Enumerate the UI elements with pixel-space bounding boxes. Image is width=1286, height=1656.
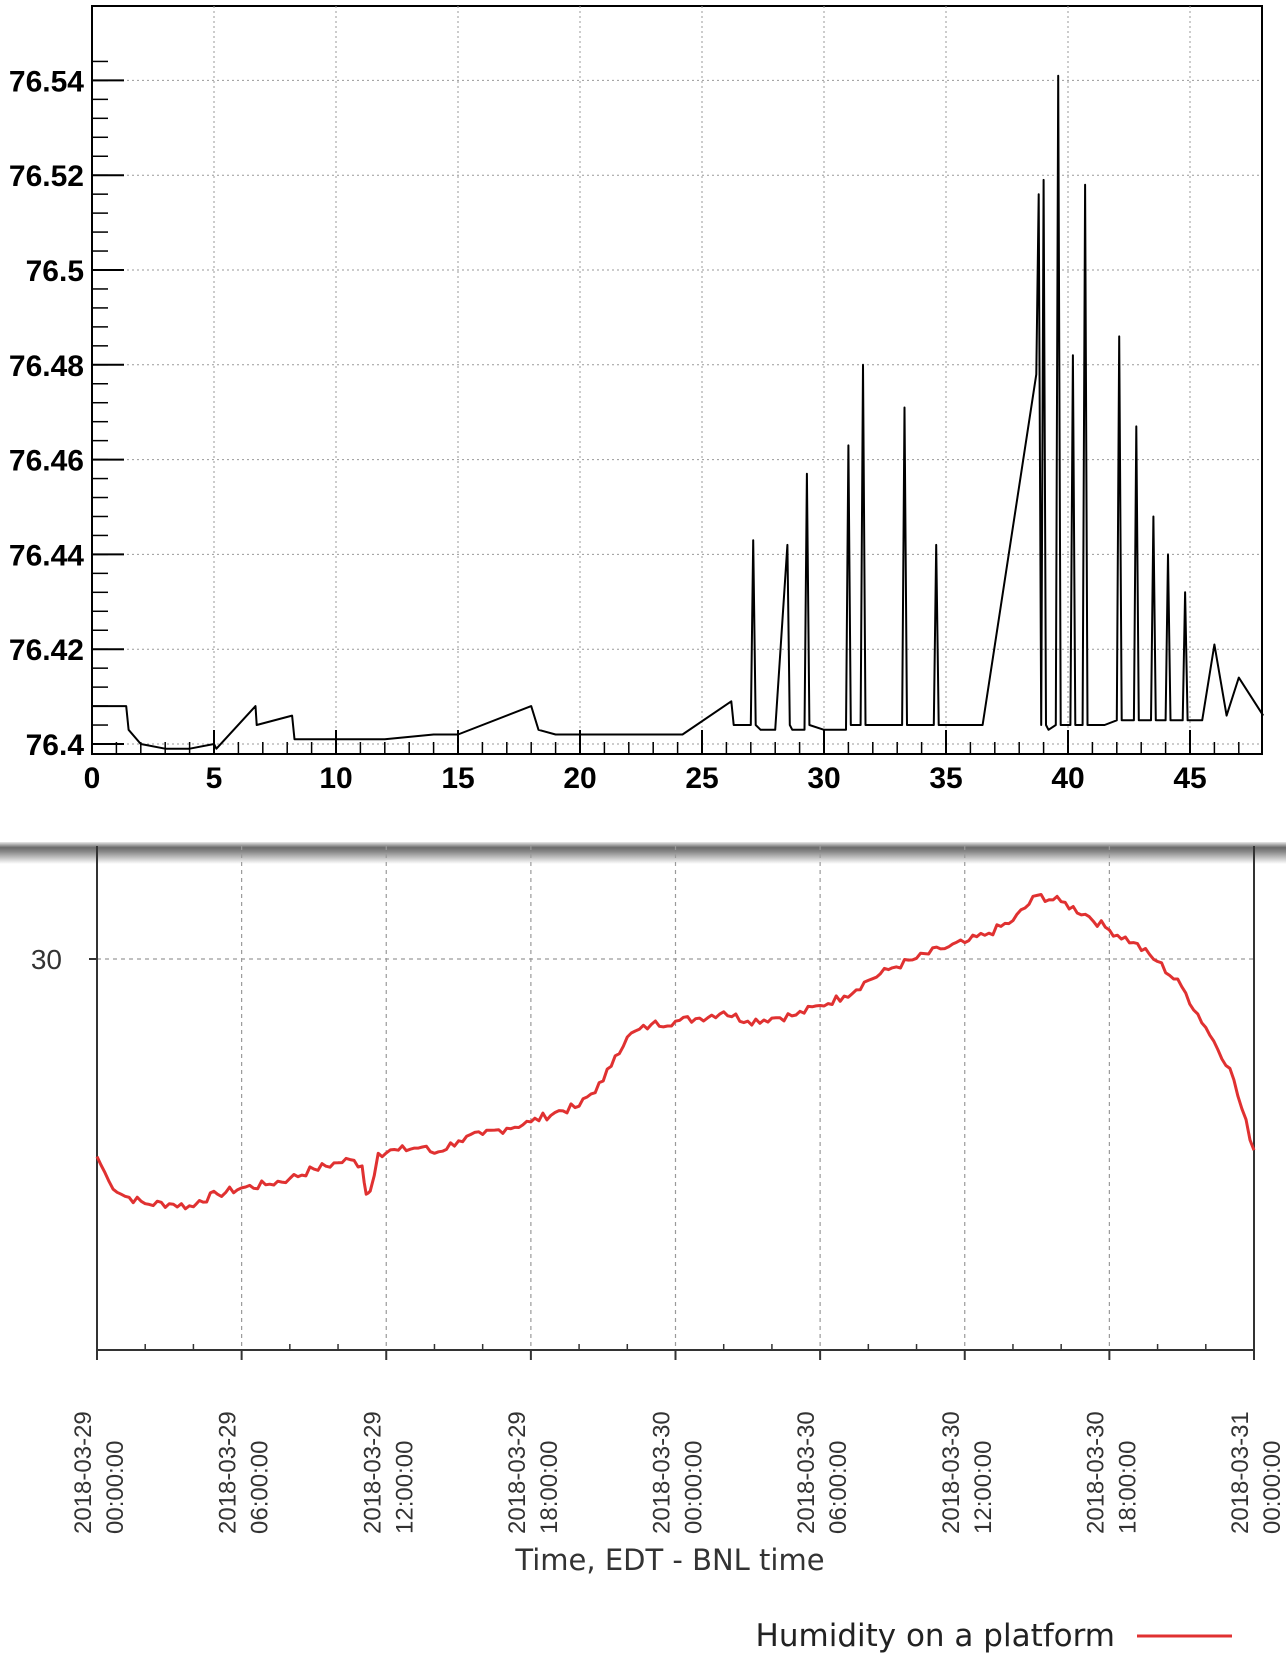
x-tick-time: 18:00:00 xyxy=(536,1441,563,1534)
y-tick-label: 76.48 xyxy=(9,350,84,383)
x-tick-label: 15 xyxy=(441,762,474,795)
x-tick-label: 25 xyxy=(685,762,718,795)
x-tick-label: 20 xyxy=(563,762,596,795)
y-tick-labels: 76.4 76.42 76.44 76.46 76.48 76.5 76.52 76.54 xyxy=(9,65,84,762)
series-line-humidity xyxy=(95,893,1256,1211)
x-tick-label: 5 xyxy=(206,762,223,795)
x-tick-label: 2018-03-29 12:00:00 xyxy=(359,1411,418,1534)
x-tick-label: 2018-03-30 12:00:00 xyxy=(938,1411,997,1534)
x-tick-label: 2018-03-29 06:00:00 xyxy=(215,1411,274,1534)
y-tick-label: 76.5 xyxy=(26,255,84,288)
x-tick-label: 35 xyxy=(929,762,962,795)
x-tick-label: 2018-03-30 00:00:00 xyxy=(649,1411,708,1534)
x-tick-label: 0 xyxy=(84,762,101,795)
x-tick-date: 2018-03-29 xyxy=(504,1411,531,1534)
x-tick-date: 2018-03-29 xyxy=(70,1411,97,1534)
x-tick-time: 00:00:00 xyxy=(102,1441,129,1534)
x-tick-label: 40 xyxy=(1051,762,1084,795)
y-tick-label: 76.44 xyxy=(9,539,84,572)
x-tick-label: 10 xyxy=(319,762,352,795)
x-tick-label: 2018-03-30 18:00:00 xyxy=(1082,1411,1141,1534)
series-line xyxy=(92,74,1265,750)
y-tick-label: 76.42 xyxy=(9,634,84,667)
tick-marks xyxy=(89,958,1255,1360)
x-tick-labels: 0 5 10 15 20 25 30 35 40 45 xyxy=(84,762,1207,795)
x-tick-time: 00:00:00 xyxy=(681,1441,708,1534)
x-tick-time: 12:00:00 xyxy=(970,1441,997,1534)
y-tick-label: 76.46 xyxy=(9,445,84,478)
x-tick-date: 2018-03-30 xyxy=(1082,1411,1109,1534)
x-tick-time: 06:00:00 xyxy=(247,1441,274,1534)
x-tick-date: 2018-03-30 xyxy=(649,1411,676,1534)
y-tick-label: 76.4 xyxy=(26,729,85,762)
x-tick-label: 30 xyxy=(807,762,840,795)
x-tick-label: 2018-03-31 00:00:00 xyxy=(1227,1411,1286,1534)
humidity-chart: 30 2018-03-29 00:00:00 2018-03-29 06:00:00 2… xyxy=(31,846,1286,1654)
x-tick-date: 2018-03-30 xyxy=(938,1411,965,1534)
x-tick-time: 12:00:00 xyxy=(391,1441,418,1534)
x-tick-date: 2018-03-30 xyxy=(793,1411,820,1534)
x-tick-label: 2018-03-29 18:00:00 xyxy=(504,1411,563,1534)
plot-area xyxy=(91,5,1263,755)
x-axis-label: Time, EDT - BNL time xyxy=(514,1543,824,1577)
voltage-chart: 76.4 76.42 76.44 76.46 76.48 76.5 76.52 76.54 0… xyxy=(9,5,1265,795)
x-tick-label: 2018-03-30 06:00:00 xyxy=(793,1411,852,1534)
x-tick-label: 45 xyxy=(1173,762,1206,795)
x-tick-time: 18:00:00 xyxy=(1114,1441,1141,1534)
x-tick-time: 06:00:00 xyxy=(825,1441,852,1534)
legend-label: Humidity on a platform xyxy=(756,1618,1115,1654)
x-tick-labels: 2018-03-29 00:00:00 2018-03-29 06:00:00 2018… xyxy=(70,1411,1286,1534)
x-tick-date: 2018-03-29 xyxy=(359,1411,386,1534)
y-tick-labels: 30 xyxy=(31,944,62,975)
x-tick-date: 2018-03-31 xyxy=(1227,1411,1254,1534)
grid-lines xyxy=(97,846,1254,1350)
y-tick-label: 76.52 xyxy=(9,160,84,193)
x-tick-time: 00:00:00 xyxy=(1259,1441,1286,1534)
x-tick-label: 2018-03-29 00:00:00 xyxy=(70,1411,129,1534)
y-tick-label: 76.54 xyxy=(9,65,84,98)
y-tick-label: 30 xyxy=(31,944,62,975)
x-tick-date: 2018-03-29 xyxy=(215,1411,242,1534)
